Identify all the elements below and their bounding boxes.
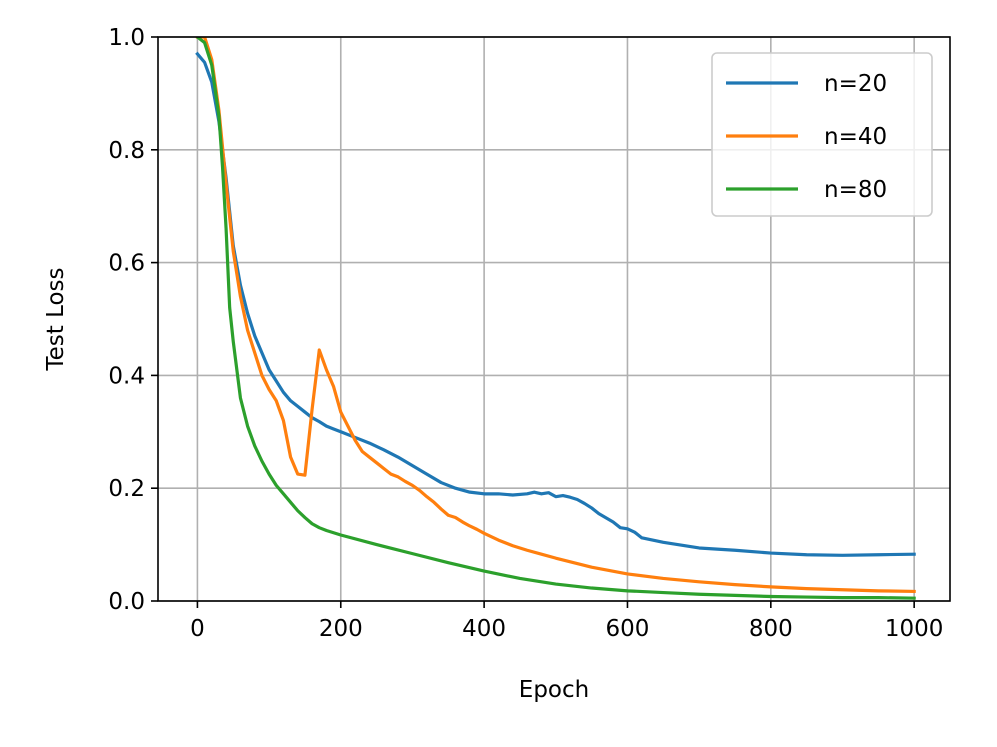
legend-box bbox=[711, 52, 933, 217]
ticks: 0 200 400 600 800 1000 0.0 0.2 0.4 0.6 0.8 1.0 bbox=[108, 25, 943, 642]
y-tick-label: 0.2 bbox=[108, 476, 145, 502]
y-tick-label: 0.6 bbox=[108, 251, 145, 277]
legend-label: n=20 bbox=[824, 71, 887, 97]
x-tick-label: 1000 bbox=[885, 616, 944, 642]
y-axis-label: Test Loss bbox=[43, 267, 69, 371]
x-tick-label: 200 bbox=[319, 616, 363, 642]
x-tick-label: 600 bbox=[606, 616, 650, 642]
x-tick-label: 400 bbox=[462, 616, 506, 642]
series-line-n20 bbox=[195, 51, 916, 557]
y-tick-label: 0.8 bbox=[108, 138, 145, 164]
legend: n=20 n=40 n=80 bbox=[711, 52, 933, 217]
legend-label: n=80 bbox=[824, 177, 887, 203]
legend-label: n=40 bbox=[824, 124, 887, 150]
plot-frame bbox=[157, 36, 951, 602]
y-tick-label: 0.4 bbox=[108, 363, 145, 389]
series-line-n40 bbox=[195, 37, 916, 594]
x-tick-label: 0 bbox=[190, 616, 205, 642]
series-line-n80 bbox=[195, 37, 916, 600]
y-tick-label: 1.0 bbox=[108, 25, 145, 51]
x-tick-label: 800 bbox=[749, 616, 793, 642]
x-axis-label: Epoch bbox=[519, 677, 589, 703]
series-group bbox=[195, 37, 916, 600]
y-tick-label: 0.0 bbox=[108, 589, 145, 615]
